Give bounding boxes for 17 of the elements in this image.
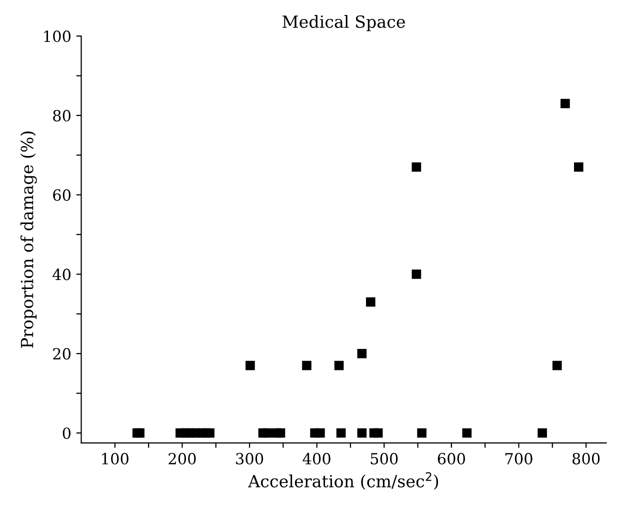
y-tick-label: 0	[62, 427, 71, 439]
x-tick-label: 700	[505, 452, 532, 464]
y-axis-title: Proportion of damage (%)	[20, 132, 37, 348]
y-tick-label: 100	[44, 30, 71, 42]
x-tick-label: 500	[370, 452, 398, 464]
y-tick-label: 80	[53, 110, 71, 122]
x-tick-label: 100	[102, 452, 128, 464]
x-tick-label: 300	[236, 452, 264, 464]
x-tick-label: 400	[302, 452, 330, 464]
chart-title: Medical Space	[282, 15, 405, 32]
x-tick-label: 600	[438, 452, 466, 464]
x-axis-title: Acceleration (cm/sec$^{2}$)	[248, 472, 438, 490]
y-tick-label: 60	[53, 189, 71, 201]
y-tick-label: 20	[53, 348, 71, 360]
y-tick-label: 40	[52, 268, 71, 280]
x-tick-label: 800	[572, 452, 600, 464]
x-tick-label: 200	[168, 452, 196, 464]
